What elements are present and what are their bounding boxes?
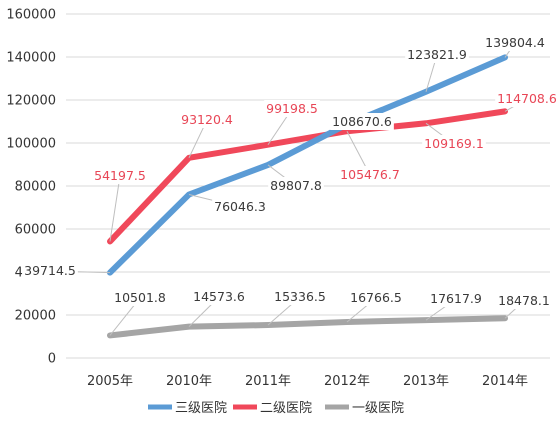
data-label-bg: [422, 135, 486, 152]
data-label: 123821.9: [407, 47, 467, 62]
data-label-bg: [496, 292, 552, 309]
y-tick-label: 160000: [6, 8, 56, 23]
x-tick-label: 2014年: [482, 374, 528, 389]
y-tick-label: 120000: [6, 94, 56, 109]
data-label-bg: [483, 34, 547, 51]
data-label: 54197.5: [94, 168, 146, 183]
data-label-bg: [112, 289, 168, 306]
data-label: 10501.8: [114, 290, 166, 305]
data-label-bg: [22, 262, 78, 279]
data-label: 17617.9: [430, 291, 482, 306]
data-label-bg: [212, 198, 268, 215]
data-label: 109169.1: [424, 136, 484, 151]
legend: 三级医院 二级医院 一级医院: [148, 401, 404, 416]
legend-label: 三级医院: [175, 401, 227, 416]
y-tick-label: 20000: [15, 309, 56, 324]
data-label: 108670.6: [332, 114, 392, 129]
series-lines: [107, 54, 508, 339]
y-tick-label: 140000: [6, 51, 56, 66]
data-label: 15336.5: [274, 289, 326, 304]
y-tick-label: 80000: [15, 180, 56, 195]
data-label-bg: [179, 111, 235, 128]
data-label-bg: [272, 288, 328, 305]
data-label: 114708.6: [497, 91, 557, 106]
data-label-bg: [405, 46, 469, 63]
data-label-bg: [264, 100, 320, 117]
y-tick-label: 60000: [15, 223, 56, 238]
data-label-bg: [428, 290, 484, 307]
legend-label: 二级医院: [260, 401, 312, 416]
data-label: 39714.5: [24, 263, 76, 278]
y-tick-label: 100000: [6, 137, 56, 152]
data-label: 76046.3: [214, 199, 266, 214]
legend-label: 一级医院: [352, 401, 404, 416]
data-label-bg: [338, 166, 402, 183]
data-label: 99198.5: [266, 101, 318, 116]
series-line: [107, 54, 508, 276]
data-labels: 39714.5 76046.3 89807.8 108670.6 123821.9 139…: [22, 34, 558, 309]
x-tick-label: 2011年: [245, 374, 291, 389]
data-label: 89807.8: [270, 178, 322, 193]
data-label: 139804.4: [485, 35, 545, 50]
data-label-bg: [348, 289, 404, 306]
x-axis-ticks: 2005年 2010年 2011年 2012年 2013年 2014年: [87, 374, 528, 389]
x-tick-label: 2010年: [166, 374, 212, 389]
data-label-bg: [92, 167, 148, 184]
data-label-bg: [191, 288, 247, 305]
data-label: 16766.5: [350, 290, 402, 305]
data-label: 93120.4: [181, 112, 233, 127]
data-label: 14573.6: [193, 289, 245, 304]
data-label: 18478.1: [498, 293, 550, 308]
series-line: [107, 108, 508, 245]
series-line: [107, 315, 508, 339]
data-label: 105476.7: [340, 167, 400, 182]
y-axis-ticks: 0200004000060000800001000001200001400001…: [6, 8, 56, 367]
data-label-bg: [330, 113, 394, 130]
x-tick-label: 2013年: [403, 374, 449, 389]
x-tick-label: 2005年: [87, 374, 133, 389]
data-label-bg: [268, 177, 324, 194]
x-tick-label: 2012年: [324, 374, 370, 389]
data-label-bg: [495, 90, 558, 107]
leader-line: [109, 175, 121, 242]
y-tick-label: 0: [48, 352, 56, 367]
